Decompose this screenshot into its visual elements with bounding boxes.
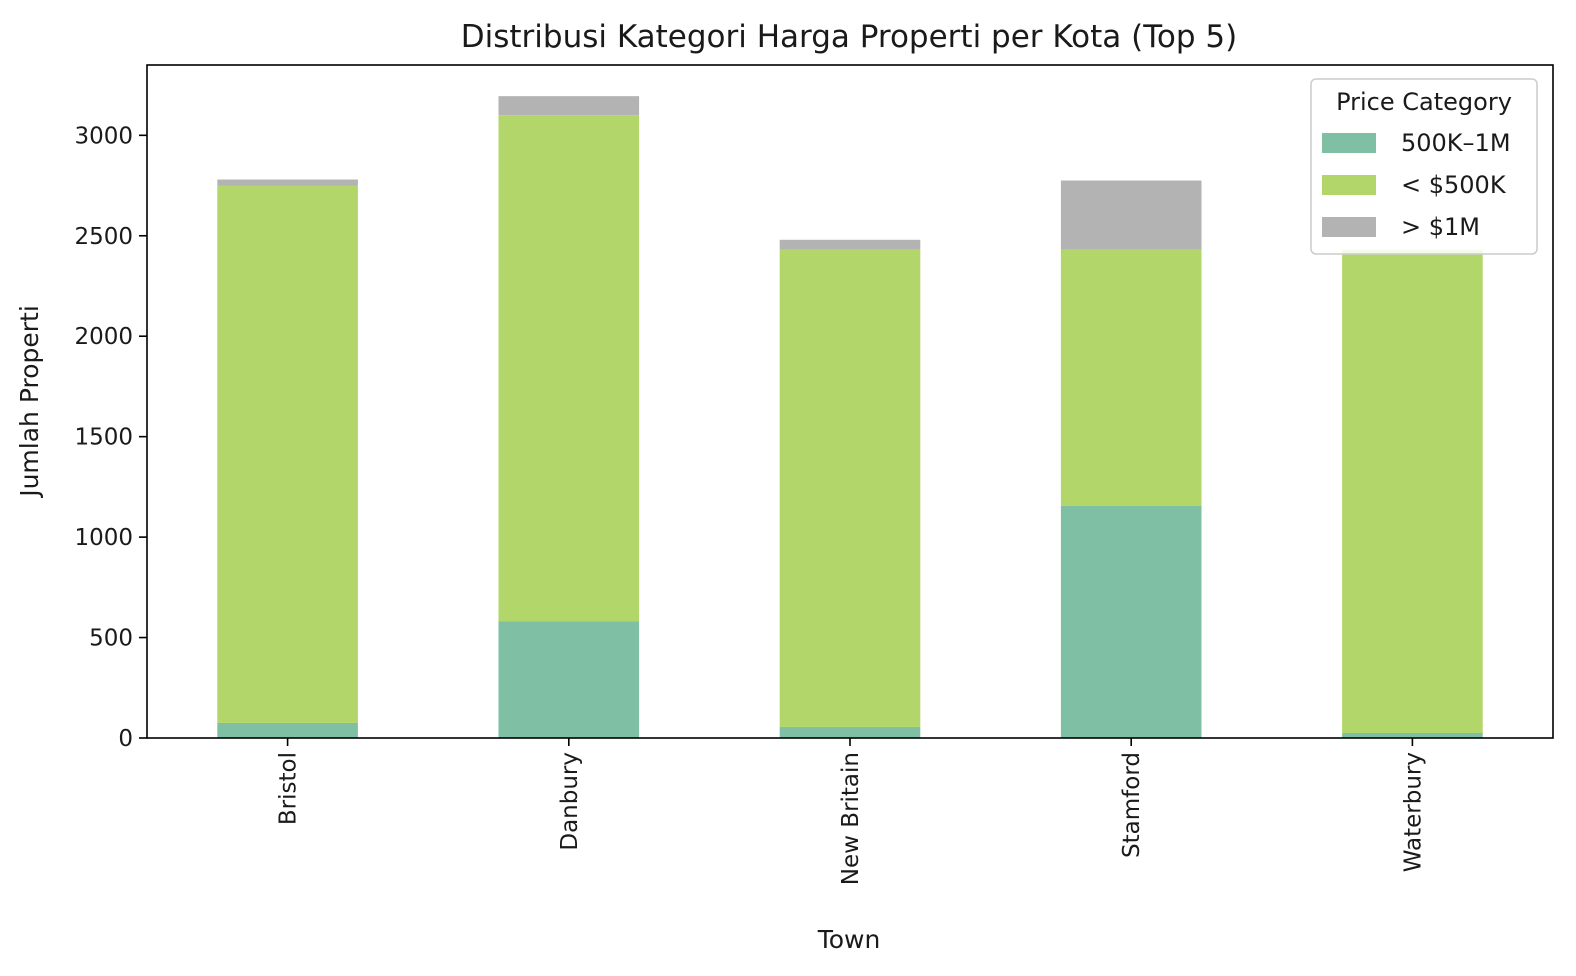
bar-stamford-series-2	[1060, 249, 1202, 506]
legend: Price Category 500K–1M < $500K > $1M	[1310, 78, 1538, 255]
bar-bristol-series-1	[217, 722, 358, 738]
bars-group	[217, 96, 1483, 738]
bar-waterbury-series-2	[1342, 249, 1483, 733]
bar-bristol-series-2	[217, 185, 358, 723]
y-axis-label: Jumlah Properti	[15, 305, 44, 499]
x-axis: Bristol Danbury New Britain Stamford Waterbu…	[276, 738, 1426, 885]
y-tick-label: 500	[89, 626, 133, 652]
bar-danbury-series-2	[498, 115, 640, 622]
chart-title: Distribusi Kategori Harga Properti per K…	[461, 19, 1237, 55]
bar-danbury-series-3	[498, 96, 640, 116]
y-tick-label: 1000	[74, 525, 133, 551]
legend-swatch-1	[1322, 133, 1376, 153]
y-tick-label: 2500	[74, 224, 133, 250]
x-tick-label-new-britain: New Britain	[838, 752, 864, 885]
bar-new-britain-series-2	[779, 249, 921, 727]
bar-stamford-series-1	[1060, 505, 1202, 738]
bar-waterbury-series-1	[1342, 732, 1483, 738]
legend-swatch-2	[1322, 175, 1376, 195]
legend-label-1: 500K–1M	[1401, 129, 1511, 157]
bar-bristol-series-3	[217, 179, 358, 186]
legend-title: Price Category	[1336, 88, 1512, 116]
legend-box	[1310, 78, 1538, 255]
x-axis-label: Town	[817, 925, 881, 954]
bar-stamford-series-3	[1060, 180, 1202, 250]
y-tick-label: 0	[118, 726, 133, 752]
bar-new-britain-series-1	[779, 726, 921, 738]
legend-label-2: < $500K	[1401, 171, 1507, 199]
y-axis: 0 500 1000 1500 2000 2500 3000	[74, 123, 147, 752]
x-tick-label-danbury: Danbury	[557, 752, 583, 851]
y-tick-label: 1500	[74, 425, 133, 451]
y-tick-label: 3000	[74, 123, 133, 149]
x-tick-label-bristol: Bristol	[276, 752, 302, 825]
legend-swatch-3	[1322, 217, 1376, 237]
x-tick-label-waterbury: Waterbury	[1400, 752, 1426, 872]
bar-new-britain-series-3	[779, 239, 921, 250]
legend-label-3: > $1M	[1401, 213, 1480, 241]
x-tick-label-stamford: Stamford	[1119, 752, 1145, 858]
y-tick-label: 2000	[74, 324, 133, 350]
bar-danbury-series-1	[498, 621, 640, 738]
